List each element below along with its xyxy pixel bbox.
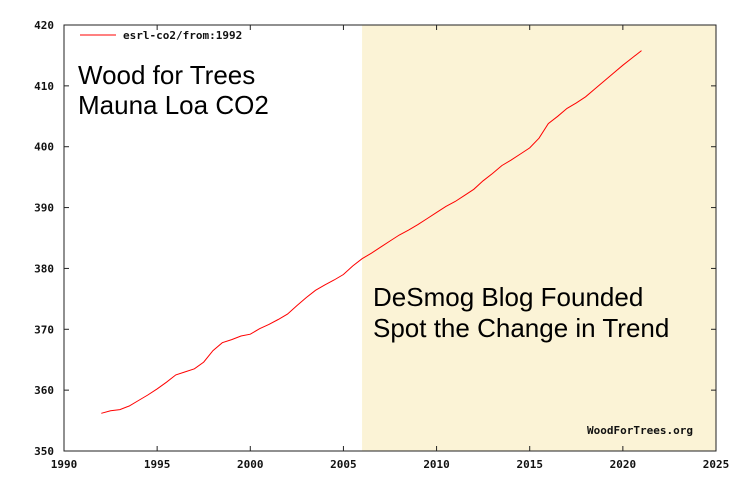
title-line-1: Wood for Trees [78, 60, 255, 90]
x-tick-label: 1990 [51, 458, 78, 471]
y-tick-label: 350 [34, 445, 54, 458]
title-line-2: Mauna Loa CO2 [78, 90, 269, 120]
x-tick-label: 2020 [610, 458, 637, 471]
plot-frame [63, 24, 717, 452]
y-tick-label: 380 [34, 262, 54, 275]
x-tick-label: 2000 [237, 458, 264, 471]
x-tick-label: 1995 [144, 458, 171, 471]
y-tick-label: 360 [34, 384, 54, 397]
y-tick-label: 400 [34, 141, 54, 154]
legend-label: esrl-co2/from:1992 [123, 29, 242, 42]
x-tick-label: 2005 [330, 458, 357, 471]
watermark: WoodForTrees.org [587, 424, 693, 437]
y-tick-label: 410 [34, 80, 54, 93]
x-tick-label: 2010 [423, 458, 450, 471]
y-tick-label: 390 [34, 202, 54, 215]
shaded-region [362, 25, 716, 451]
note-line-1: DeSmog Blog Founded [373, 282, 643, 312]
note-line-2: Spot the Change in Trend [373, 313, 669, 343]
y-tick-label: 420 [34, 19, 54, 32]
y-tick-label: 370 [34, 323, 54, 336]
x-tick-label: 2015 [516, 458, 543, 471]
x-tick-label: 2025 [703, 458, 730, 471]
series-line-esrl-co2 [101, 50, 642, 414]
